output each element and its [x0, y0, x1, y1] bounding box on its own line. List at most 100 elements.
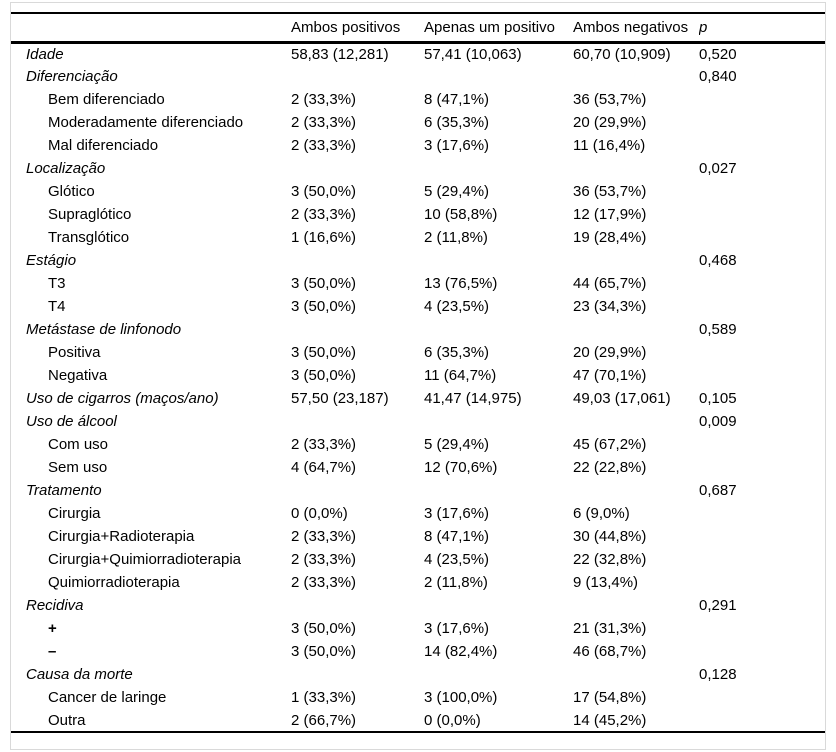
row-label: Tratamento [26, 482, 102, 499]
column-header-p-value: p [699, 18, 708, 36]
row-label: Quimiorradioterapia [48, 574, 180, 591]
row-label: Estágio [26, 252, 77, 269]
row-label: Cirurgia+Quimiorradioterapia [48, 551, 242, 568]
cell-value: 3 (17,6%) [424, 505, 490, 522]
cell-pvalue [699, 88, 825, 111]
cell-value: 58,83 (12,281) [291, 45, 389, 63]
cell-value: 2 (33,3%) [291, 436, 357, 453]
cell-value: 3 (50,0%) [291, 344, 357, 361]
cell-value [291, 318, 424, 341]
table-row: Com uso 2 (33,3%) 5 (29,4%) 45 (67,2%) [11, 433, 825, 456]
cell-pvalue: 0,589 [699, 321, 737, 338]
cell-value: 12 (17,9%) [573, 206, 647, 223]
row-label: Cirurgia [48, 505, 101, 522]
cell-value [291, 249, 424, 272]
cell-value: 3 (100,0%) [424, 689, 498, 706]
table-row: +3 (50,0%) 3 (17,6%) 21 (31,3%) [11, 617, 825, 640]
row-label: Uso de álcool [26, 413, 117, 430]
cell-value [424, 479, 573, 502]
cell-pvalue: 0,840 [699, 68, 737, 85]
cell-value: 3 (50,0%) [291, 275, 357, 292]
cell-value [291, 65, 424, 88]
cell-value: 22 (22,8%) [573, 459, 647, 476]
cell-value: 4 (23,5%) [424, 298, 490, 315]
cell-value: 8 (47,1%) [424, 91, 490, 108]
row-label: Moderadamente diferenciado [48, 114, 244, 131]
row-label: Bem diferenciado [48, 91, 165, 108]
cell-pvalue [699, 364, 825, 387]
table-row: Transglótico 1 (16,6%) 2 (11,8%) 19 (28,4%) [11, 226, 825, 249]
cell-value: 36 (53,7%) [573, 91, 647, 108]
row-label: Causa da morte [26, 666, 133, 683]
cell-value [573, 663, 699, 686]
cell-value: 44 (65,7%) [573, 275, 647, 292]
table-row: Negativa 3 (50,0%) 11 (64,7%) 47 (70,1%) [11, 364, 825, 387]
cell-pvalue [699, 272, 825, 295]
cell-pvalue: 0,687 [699, 482, 737, 499]
table-row: Bem diferenciado 2 (33,3%) 8 (47,1%) 36 (53… [11, 88, 825, 111]
cell-pvalue [699, 686, 825, 709]
row-label: Localização [26, 160, 106, 177]
table-row: Recidiva 0,291 [11, 594, 825, 617]
cell-pvalue [699, 571, 825, 594]
cell-value [573, 157, 699, 180]
cell-value: 22 (32,8%) [573, 551, 647, 568]
cell-value: 6 (35,3%) [424, 344, 490, 361]
cell-value: 46 (68,7%) [573, 643, 647, 660]
column-header-empty [11, 13, 291, 42]
cell-value: 41,47 (14,975) [424, 390, 522, 407]
table-row: Causa da morte 0,128 [11, 663, 825, 686]
cell-value [291, 479, 424, 502]
table-row: Positiva 3 (50,0%) 6 (35,3%) 20 (29,9%) [11, 341, 825, 364]
cell-value [291, 594, 424, 617]
table-row: Diferenciação 0,840 [11, 65, 825, 88]
cell-pvalue [699, 525, 825, 548]
cell-value: 4 (23,5%) [424, 551, 490, 568]
cell-value [424, 594, 573, 617]
cell-value: 3 (50,0%) [291, 367, 357, 384]
cell-value: 49,03 (17,061) [573, 390, 671, 407]
cell-pvalue [699, 295, 825, 318]
cell-value [573, 65, 699, 88]
cell-value: 17 (54,8%) [573, 689, 647, 706]
cell-value: 30 (44,8%) [573, 528, 647, 545]
cell-pvalue [699, 456, 825, 479]
cell-value: 20 (29,9%) [573, 114, 647, 131]
cell-value: 60,70 (10,909) [573, 45, 671, 63]
cell-value: 9 (13,4%) [573, 574, 639, 591]
cell-value [291, 410, 424, 433]
cell-value [424, 65, 573, 88]
cell-value [573, 249, 699, 272]
row-label: Outra [48, 711, 86, 729]
table-row: Uso de álcool 0,009 [11, 410, 825, 433]
cell-value: 57,50 (23,187) [291, 390, 389, 407]
row-label: Supraglótico [48, 206, 132, 223]
cell-value: 21 (31,3%) [573, 620, 647, 637]
row-label: – [48, 643, 57, 660]
cell-value: 2 (66,7%) [291, 711, 357, 729]
column-header-ambos-positivos: Ambos positivos [291, 18, 401, 36]
cell-pvalue [699, 709, 825, 732]
cell-value [424, 249, 573, 272]
row-label: Cancer de laringe [48, 689, 167, 706]
cell-pvalue: 0,291 [699, 597, 737, 614]
table-row: Quimiorradioterapia 2 (33,3%) 2 (11,8%) 9 (… [11, 571, 825, 594]
table-row: Sem uso 4 (64,7%) 12 (70,6%) 22 (22,8%) [11, 456, 825, 479]
cell-value [573, 479, 699, 502]
cell-value: 2 (33,3%) [291, 574, 357, 591]
cell-value: 3 (50,0%) [291, 620, 357, 637]
header-row: Ambos positivos Apenas um positivo Ambos… [11, 13, 825, 42]
cell-value [424, 318, 573, 341]
cell-value: 2 (33,3%) [291, 91, 357, 108]
cell-value: 3 (50,0%) [291, 298, 357, 315]
cell-value: 3 (17,6%) [424, 137, 490, 154]
cell-value: 2 (33,3%) [291, 137, 357, 154]
cell-value: 5 (29,4%) [424, 183, 490, 200]
cell-pvalue: 0,009 [699, 413, 737, 430]
table-row: Estágio 0,468 [11, 249, 825, 272]
row-label: Recidiva [26, 597, 84, 614]
cell-value: 0 (0,0%) [291, 505, 348, 522]
cell-value: 6 (35,3%) [424, 114, 490, 131]
cell-value: 6 (9,0%) [573, 505, 630, 522]
cell-pvalue [699, 226, 825, 249]
